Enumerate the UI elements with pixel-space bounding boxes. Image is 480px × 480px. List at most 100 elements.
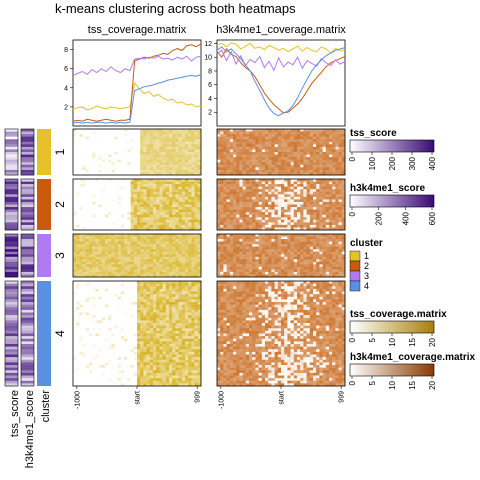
heatmap-cell <box>121 267 125 270</box>
heatmap-cell <box>191 262 195 265</box>
heatmap-cell <box>73 336 77 339</box>
heatmap-cell <box>95 162 99 165</box>
heatmap-cell <box>131 137 135 140</box>
heatmap-cell <box>111 199 115 202</box>
heatmap-cell <box>86 368 90 371</box>
heatmap-cell <box>185 292 189 295</box>
heatmap-cell <box>153 147 157 150</box>
heatmap-cell <box>275 192 279 195</box>
heatmap-cell <box>278 160 282 163</box>
heatmap-cell <box>124 378 128 381</box>
heatmap-cell <box>89 323 93 326</box>
heatmap-cell <box>108 373 112 376</box>
heatmap-cell <box>188 189 192 192</box>
heatmap-cell <box>111 152 115 155</box>
heatmap-cell <box>217 134 221 137</box>
heatmap-cell <box>188 192 192 195</box>
heatmap-cell <box>140 328 144 331</box>
heatmap-cell <box>236 187 240 190</box>
heatmap-cell <box>121 360 125 363</box>
heatmap-cell <box>79 249 83 252</box>
heatmap-cell <box>89 222 93 225</box>
heatmap-cell <box>105 134 109 137</box>
heatmap-cell <box>262 199 266 202</box>
heatmap-cell <box>191 328 195 331</box>
heatmap-cell <box>150 373 154 376</box>
heatmap-cell <box>291 137 295 140</box>
heatmap-cell <box>172 349 176 352</box>
heatmap-cell <box>140 194 144 197</box>
heatmap-cell <box>118 262 122 265</box>
heatmap-cell <box>195 179 199 182</box>
heatmap-cell <box>313 142 317 145</box>
heatmap-cell <box>223 160 227 163</box>
heatmap-cell <box>137 313 141 316</box>
heatmap-cell <box>297 194 301 197</box>
heatmap-cell <box>124 370 128 373</box>
heatmap-cell <box>108 289 112 292</box>
heatmap-cell <box>271 179 275 182</box>
heatmap-cell <box>166 269 170 272</box>
heatmap-cell <box>134 349 138 352</box>
heatmap-cell <box>169 210 173 213</box>
heatmap-cell <box>143 157 147 160</box>
heatmap-cell <box>169 137 173 140</box>
heatmap-cell <box>137 215 141 218</box>
heatmap-cell <box>335 199 339 202</box>
heatmap-cell <box>134 165 138 168</box>
heatmap-cell <box>182 357 186 360</box>
heatmap-cell <box>252 194 256 197</box>
heatmap-cell <box>83 349 87 352</box>
heatmap-cell <box>76 347 80 350</box>
heatmap-cell <box>118 202 122 205</box>
heatmap-cell <box>265 192 269 195</box>
heatmap-cell <box>191 147 195 150</box>
heatmap-cell <box>127 205 130 208</box>
heatmap-cell <box>191 362 195 365</box>
heatmap-cell <box>329 134 333 137</box>
heatmap-cell <box>239 165 243 168</box>
heatmap-cell <box>76 147 80 150</box>
heatmap-cell <box>134 199 138 202</box>
heatmap-cell <box>332 144 336 147</box>
heatmap-cell <box>249 179 253 182</box>
heatmap-cell <box>236 157 240 160</box>
heatmap-cell <box>223 137 227 140</box>
heatmap-cell <box>169 249 173 252</box>
heatmap-cell <box>278 202 282 205</box>
heatmap-cell <box>140 212 144 215</box>
heatmap-cell <box>175 179 179 182</box>
heatmap-cell <box>153 165 157 168</box>
heatmap-cell <box>310 139 314 142</box>
heatmap-cell <box>195 155 199 158</box>
heatmap-cell <box>143 381 147 384</box>
heatmap-cell <box>150 284 154 287</box>
heatmap-cell <box>252 202 256 205</box>
heatmap-cell <box>191 331 195 334</box>
heatmap-cell <box>182 165 186 168</box>
heatmap-cell <box>86 362 90 365</box>
heatmap-cell <box>179 194 183 197</box>
heatmap-cell <box>172 352 176 355</box>
heatmap-cell <box>243 167 247 170</box>
heatmap-cell <box>111 142 115 145</box>
heatmap-cell <box>105 210 109 213</box>
heatmap-cell <box>131 305 135 308</box>
heatmap-cell <box>284 137 288 140</box>
heatmap-cell <box>140 155 144 158</box>
heatmap-cell <box>169 318 173 321</box>
heatmap-cell <box>121 210 125 213</box>
profile-y-tick-label: 6 <box>64 66 68 73</box>
heatmap-cell <box>243 194 247 197</box>
heatmap-cell <box>79 320 83 323</box>
heatmap-cell <box>73 355 77 358</box>
heatmap-cell <box>179 307 183 310</box>
heatmap-cell <box>179 215 183 218</box>
heatmap-cell <box>175 220 179 223</box>
heatmap-cell <box>163 129 167 132</box>
heatmap-cell <box>105 187 109 190</box>
heatmap-cell <box>143 149 147 152</box>
heatmap-cell <box>76 368 80 371</box>
heatmap-cell <box>307 134 311 137</box>
heatmap-cell <box>105 199 109 202</box>
